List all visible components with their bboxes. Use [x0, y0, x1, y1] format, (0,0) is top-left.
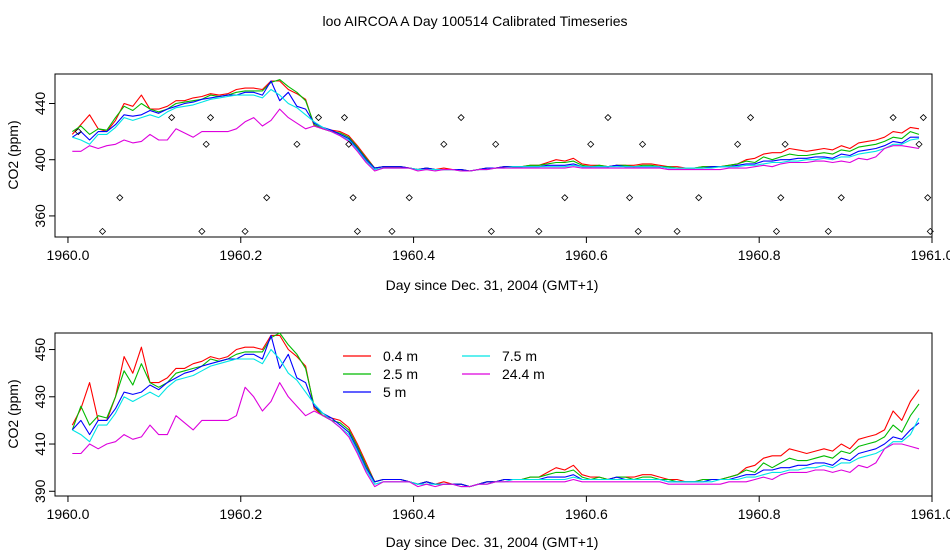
marker-point — [487, 227, 495, 235]
marker-point — [638, 140, 647, 148]
marker-point — [198, 227, 206, 235]
legend-label: 2.5 m — [383, 366, 418, 382]
marker-point — [388, 227, 396, 235]
legend-label: 7.5 m — [502, 348, 537, 364]
top-y-tick-label: 360 — [32, 204, 48, 228]
legend-label: 5 m — [383, 384, 406, 400]
top-axis-ticks: 1960.0 1960.2 1960.4 1960.6 1960.8 1961.0 360 4… — [32, 92, 950, 263]
bottom-x-tick-label: 1960.0 — [47, 506, 90, 522]
marker-point — [772, 227, 781, 235]
marker-point — [349, 194, 357, 202]
marker-point — [345, 140, 353, 148]
marker-point — [457, 113, 465, 122]
bottom-x-tick-label: 1961.0 — [911, 506, 950, 522]
legend-label: 0.4 m — [383, 348, 418, 364]
top-x-tick-label: 1960.4 — [392, 247, 435, 263]
marker-point — [919, 113, 927, 122]
top-x-tick-label: 1960.8 — [738, 247, 781, 263]
marker-point — [202, 140, 210, 148]
legend: 0.4 m 2.5 m 5 m 7.5 m 24.4 m — [343, 348, 545, 400]
marker-point — [440, 140, 448, 148]
bottom-panel: 1960.0 1960.2 1960.4 1960.6 1960.8 1961.0 390 4… — [5, 332, 950, 550]
top-markers — [74, 113, 934, 235]
marker-point — [673, 227, 681, 235]
marker-point — [915, 140, 923, 148]
bottom-series-line-1 — [71, 332, 920, 488]
top-series-lines — [71, 79, 920, 172]
top-x-tick-label: 1960.6 — [565, 247, 608, 263]
marker-point — [74, 128, 82, 136]
marker-point — [314, 113, 323, 122]
bottom-y-tick-label: 430 — [32, 385, 48, 409]
marker-point — [924, 194, 932, 202]
top-plot-frame — [54, 73, 933, 238]
marker-point — [926, 227, 934, 235]
marker-point — [695, 194, 703, 202]
bottom-y-tick-label: 390 — [32, 479, 48, 503]
bottom-y-tick-label: 410 — [32, 432, 48, 456]
marker-point — [634, 227, 642, 235]
top-x-tick-label: 1961.0 — [911, 247, 950, 263]
top-x-tick-label: 1960.0 — [47, 247, 90, 263]
bottom-x-axis-label: Day since Dec. 31, 2004 (GMT+1) — [386, 534, 599, 550]
bottom-x-tick-label: 1960.8 — [738, 506, 781, 522]
marker-point — [734, 140, 742, 148]
figure-title: loo AIRCOA A Day 100514 Calibrated Times… — [322, 13, 627, 29]
marker-point — [263, 194, 271, 202]
bottom-x-tick-label: 1960.2 — [219, 506, 262, 522]
marker-point — [293, 140, 301, 148]
bottom-x-tick-label: 1960.6 — [565, 506, 608, 522]
bottom-series-lines — [71, 332, 920, 488]
top-y-tick-label: 440 — [32, 92, 48, 116]
marker-point — [837, 194, 845, 202]
bottom-y-tick-label: 450 — [32, 338, 48, 362]
marker-point — [746, 113, 755, 122]
bottom-axis-ticks: 1960.0 1960.2 1960.4 1960.6 1960.8 1961.0 390 4… — [32, 338, 950, 522]
marker-point — [535, 227, 543, 235]
marker-point — [626, 194, 634, 202]
marker-point — [353, 227, 361, 235]
bottom-series-line-0 — [71, 334, 920, 488]
bottom-series-line-2 — [71, 334, 920, 488]
marker-point — [824, 227, 832, 235]
marker-point — [492, 140, 500, 148]
marker-point — [777, 194, 785, 202]
marker-point — [781, 140, 789, 148]
top-x-tick-label: 1960.2 — [219, 247, 262, 263]
bottom-series-line-3 — [72, 348, 920, 488]
marker-point — [340, 113, 349, 122]
marker-point — [116, 194, 124, 202]
bottom-plot-frame — [54, 332, 933, 497]
marker-point — [98, 227, 107, 235]
bottom-x-tick-label: 1960.4 — [392, 506, 435, 522]
top-series-line-2 — [71, 80, 919, 172]
bottom-series-line-4 — [72, 382, 920, 488]
marker-point — [168, 113, 176, 122]
top-x-axis-label: Day since Dec. 31, 2004 (GMT+1) — [386, 277, 599, 293]
top-y-tick-label: 400 — [32, 148, 48, 172]
marker-point — [604, 113, 612, 122]
marker-point — [405, 194, 413, 202]
marker-point — [889, 113, 897, 122]
top-series-line-4 — [72, 108, 920, 172]
marker-point — [587, 140, 595, 148]
marker-point — [561, 194, 569, 202]
marker-point — [241, 227, 249, 235]
top-series-line-1 — [71, 79, 920, 172]
marker-point — [206, 113, 215, 122]
top-panel: 1960.0 1960.2 1960.4 1960.6 1960.8 1961.0 360 4… — [5, 73, 950, 293]
top-y-axis-label: CO2 (ppm) — [5, 120, 21, 189]
top-series-line-0 — [71, 80, 920, 172]
legend-label: 24.4 m — [502, 366, 545, 382]
bottom-y-axis-label: CO2 (ppm) — [5, 379, 21, 448]
